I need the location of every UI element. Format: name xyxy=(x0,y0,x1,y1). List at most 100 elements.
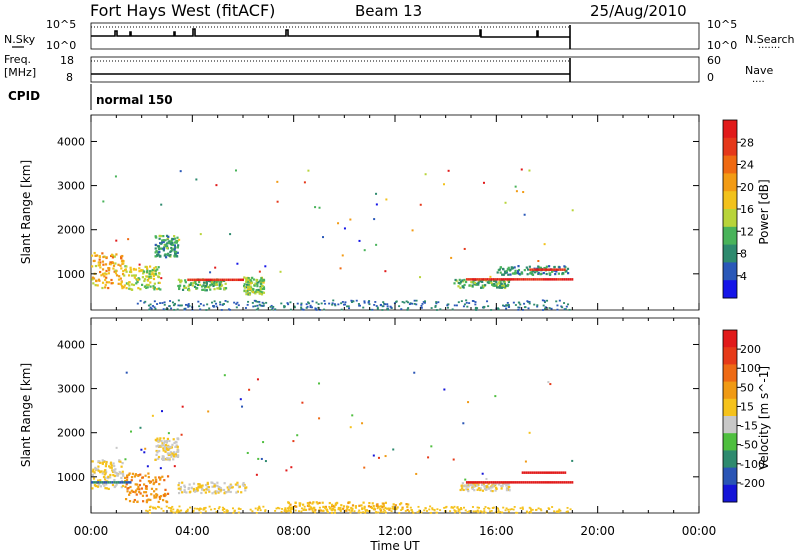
echo-point xyxy=(363,300,366,303)
echo-point xyxy=(159,437,162,440)
echo-point xyxy=(120,476,123,480)
echo-point xyxy=(236,490,239,493)
echo-point xyxy=(103,473,106,476)
echo-point xyxy=(516,278,519,281)
echo-point xyxy=(262,278,266,281)
echo-point xyxy=(523,471,526,474)
echo-point xyxy=(532,481,535,484)
echo-point xyxy=(163,458,166,461)
echo-point xyxy=(101,462,104,465)
echo-point xyxy=(243,283,246,286)
echo-point xyxy=(217,491,220,494)
echo-point xyxy=(101,281,105,284)
echo-point xyxy=(244,277,247,280)
echo-point xyxy=(377,511,380,514)
echo-point xyxy=(130,270,133,274)
echo-point xyxy=(151,414,154,417)
echo-point xyxy=(524,481,527,484)
echo-point xyxy=(450,256,453,259)
echo-point xyxy=(540,509,543,512)
echo-point xyxy=(318,506,321,509)
echo-point xyxy=(536,481,539,484)
echo-point xyxy=(483,305,486,308)
echo-point xyxy=(258,292,262,295)
echo-point xyxy=(384,455,387,458)
x-axis-label: Time UT xyxy=(369,539,420,553)
echo-point xyxy=(144,485,148,488)
echo-point xyxy=(497,483,501,486)
echo-point xyxy=(528,511,531,513)
echo-point xyxy=(254,305,257,308)
nsky-panel: N.Sky 10^5 10^0 10^5 10^0 N.Search .....… xyxy=(4,18,795,52)
echo-point xyxy=(547,278,549,281)
echo-point xyxy=(254,292,257,295)
echo-point xyxy=(512,508,515,511)
echo-point xyxy=(150,493,153,496)
velocity-colorbar-swatch xyxy=(723,364,737,383)
echo-point xyxy=(539,471,542,474)
echo-point xyxy=(532,278,535,281)
echo-point xyxy=(149,481,152,484)
echo-point xyxy=(257,288,260,292)
echo-point xyxy=(323,308,326,311)
echo-point xyxy=(454,510,457,512)
echo-point xyxy=(174,252,177,255)
echo-cluster-3 xyxy=(177,481,248,495)
echo-point xyxy=(357,303,360,305)
echo-point xyxy=(152,272,155,275)
echo-point xyxy=(324,505,327,508)
echo-point xyxy=(213,300,216,303)
echo-point xyxy=(490,278,493,281)
echo-point xyxy=(378,505,381,508)
echo-point xyxy=(411,510,414,513)
echo-point xyxy=(504,286,507,290)
echo-point xyxy=(536,278,539,281)
echo-point xyxy=(196,489,199,492)
echo-point xyxy=(225,491,228,494)
echo-point xyxy=(561,278,564,281)
echo-point xyxy=(543,471,546,474)
echo-point xyxy=(199,486,202,489)
echo-point xyxy=(388,508,391,511)
echo-point xyxy=(503,305,506,307)
echo-point xyxy=(192,509,195,512)
echo-point xyxy=(167,242,171,245)
echo-point xyxy=(152,285,155,288)
echo-point xyxy=(492,284,495,287)
echo-point xyxy=(383,509,386,512)
echo-point xyxy=(162,455,165,458)
echo-point xyxy=(125,286,128,290)
echo-point xyxy=(155,478,158,481)
echo-point xyxy=(463,247,466,250)
echo-point xyxy=(372,504,375,508)
echo-point xyxy=(113,481,116,484)
echo-point xyxy=(119,460,122,463)
echo-point xyxy=(521,471,524,474)
echo-point xyxy=(501,267,505,271)
echo-point xyxy=(241,483,245,486)
echo-point xyxy=(105,483,108,486)
echo-point xyxy=(176,251,179,254)
echo-point xyxy=(135,493,138,496)
echo-point xyxy=(198,483,201,486)
echo-point xyxy=(479,487,482,490)
echo-point xyxy=(111,281,115,285)
echo-point xyxy=(565,278,568,281)
echo-point xyxy=(164,493,167,496)
echo-point xyxy=(151,272,154,276)
echo-point xyxy=(97,278,101,281)
echo-band-1 xyxy=(465,278,574,281)
echo-point xyxy=(166,447,169,451)
echo-point xyxy=(217,278,220,282)
freq-left-tick-bottom: 8 xyxy=(66,71,73,84)
ground-scatter xyxy=(136,299,571,311)
sparse-echoes xyxy=(102,168,574,280)
echo-point xyxy=(219,488,223,491)
echo-point xyxy=(248,292,252,295)
echo-point xyxy=(511,266,515,270)
echo-point xyxy=(188,483,191,486)
echo-point xyxy=(132,490,135,493)
echo-point xyxy=(204,491,207,494)
echo-point xyxy=(420,306,423,309)
echo-point xyxy=(567,278,570,281)
